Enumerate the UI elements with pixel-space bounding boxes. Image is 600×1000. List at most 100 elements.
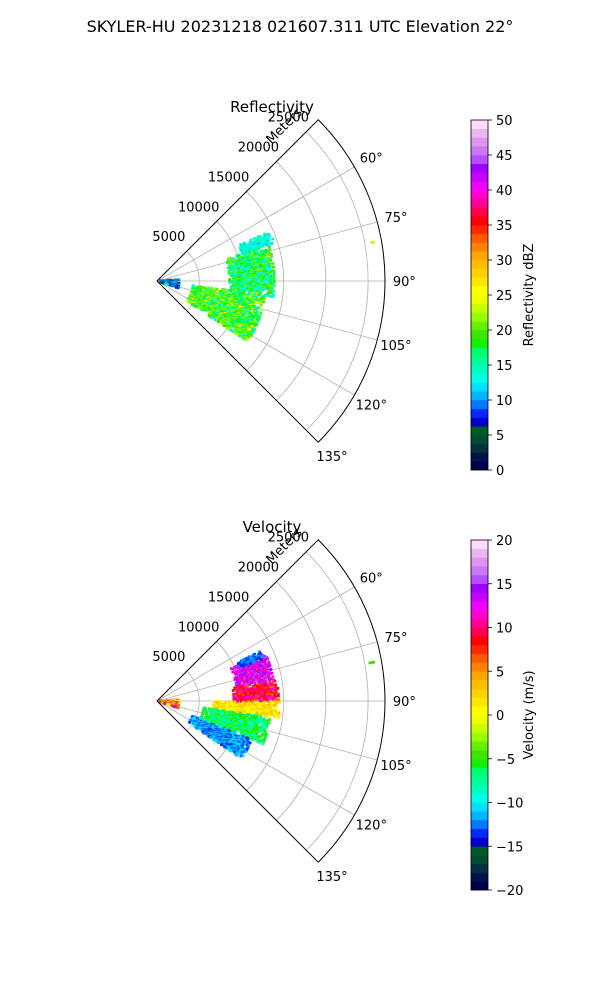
echo-cell (261, 295, 265, 298)
echo-cell (259, 290, 263, 293)
echo-cell (253, 680, 257, 684)
echo-cell (198, 289, 202, 293)
echo-cell (253, 295, 257, 299)
echo-cell (241, 317, 245, 321)
echo-cell (275, 698, 279, 702)
echo-cell (211, 703, 215, 707)
echo-cell (261, 273, 265, 277)
echo-cell (257, 652, 261, 656)
echo-cell (202, 308, 206, 312)
echo-cell (166, 702, 169, 706)
echo-cell (252, 329, 256, 333)
colorbar-swatch (471, 697, 488, 707)
echo-cell (263, 275, 267, 279)
echo-cell (250, 656, 254, 659)
echo-cell (248, 676, 252, 680)
echo-cell (251, 657, 254, 661)
colorbar-swatch (471, 181, 488, 191)
colorbar-swatch (471, 295, 488, 305)
echo-cell (268, 670, 272, 674)
echo-cell (257, 316, 261, 320)
echo-cell (263, 708, 266, 712)
echo-cell (242, 709, 246, 713)
echo-cell (257, 266, 260, 269)
echo-cell (247, 321, 251, 325)
echo-cell (258, 740, 261, 744)
echo-cell (228, 265, 232, 268)
echo-cell (249, 262, 252, 266)
echo-cell (197, 720, 201, 723)
echo-cell (218, 290, 222, 294)
echo-cell (219, 741, 222, 745)
echo-cell (255, 703, 259, 707)
echo-cell (222, 291, 226, 295)
echo-cell (239, 692, 243, 695)
echo-cell (227, 327, 231, 331)
echo-cell (264, 698, 267, 702)
echo-cell (248, 251, 252, 255)
echo-cell (252, 252, 256, 256)
echo-cell (267, 693, 271, 696)
reflectivity-title: Reflectivity (230, 98, 314, 116)
colorbar-swatch (471, 190, 488, 200)
echo-cell (244, 273, 248, 277)
echo-cell (270, 285, 274, 289)
echo-cell (207, 731, 211, 735)
echo-region (188, 715, 252, 758)
echo-cell (247, 710, 251, 714)
echo-cell (251, 697, 254, 700)
echo-cell (256, 278, 259, 282)
echo-cell (268, 234, 271, 238)
echo-cell (251, 685, 255, 688)
echo-cell (256, 670, 260, 673)
echo-cell (267, 262, 271, 266)
echo-cell (247, 249, 251, 253)
colorbar-swatch (471, 163, 488, 173)
echo-cell (266, 657, 269, 661)
echo-cell (260, 308, 264, 312)
echo-cell (160, 701, 164, 704)
echo-cell (231, 324, 235, 328)
echo-cell (218, 703, 222, 706)
echo-cell (262, 253, 265, 256)
echo-cell (254, 314, 258, 317)
echo-cell (257, 711, 260, 715)
echo-cell (215, 737, 218, 741)
echo-cell (259, 685, 263, 689)
echo-cell (237, 333, 240, 337)
echo-cell (259, 660, 262, 663)
echo-cell (213, 710, 216, 713)
azimuth-line (156, 700, 378, 761)
echo-cell (235, 332, 239, 336)
echo-cell (267, 271, 270, 275)
echo-cell (241, 750, 245, 754)
echo-cell (249, 322, 253, 326)
azimuth-tick-label: 75° (384, 211, 407, 226)
colorbar-swatch (471, 207, 488, 217)
echo-cell (271, 295, 275, 298)
echo-cell (263, 686, 267, 690)
echo-cell (256, 695, 260, 699)
echo-cell (254, 694, 258, 697)
echo-cell (253, 654, 257, 658)
echo-cell (252, 274, 256, 278)
echo-cell (255, 657, 259, 661)
echo-cell (191, 284, 195, 288)
echo-cell (259, 273, 263, 277)
echo-cell (271, 278, 274, 282)
echo-cell (189, 298, 192, 301)
colorbar-swatch (471, 785, 488, 795)
echo-cell (244, 323, 248, 327)
echo-cell (244, 707, 248, 711)
echo-cell (272, 685, 276, 689)
echo-cell (250, 275, 254, 279)
echo-cell (245, 326, 249, 329)
echo-cell (256, 280, 259, 284)
echo-cell (270, 295, 273, 298)
echo-cell (235, 666, 239, 669)
echo-cell (241, 697, 245, 701)
echo-cell (253, 268, 257, 271)
echo-cell (267, 285, 270, 289)
echo-cell (252, 271, 255, 274)
echo-cell (259, 278, 263, 282)
